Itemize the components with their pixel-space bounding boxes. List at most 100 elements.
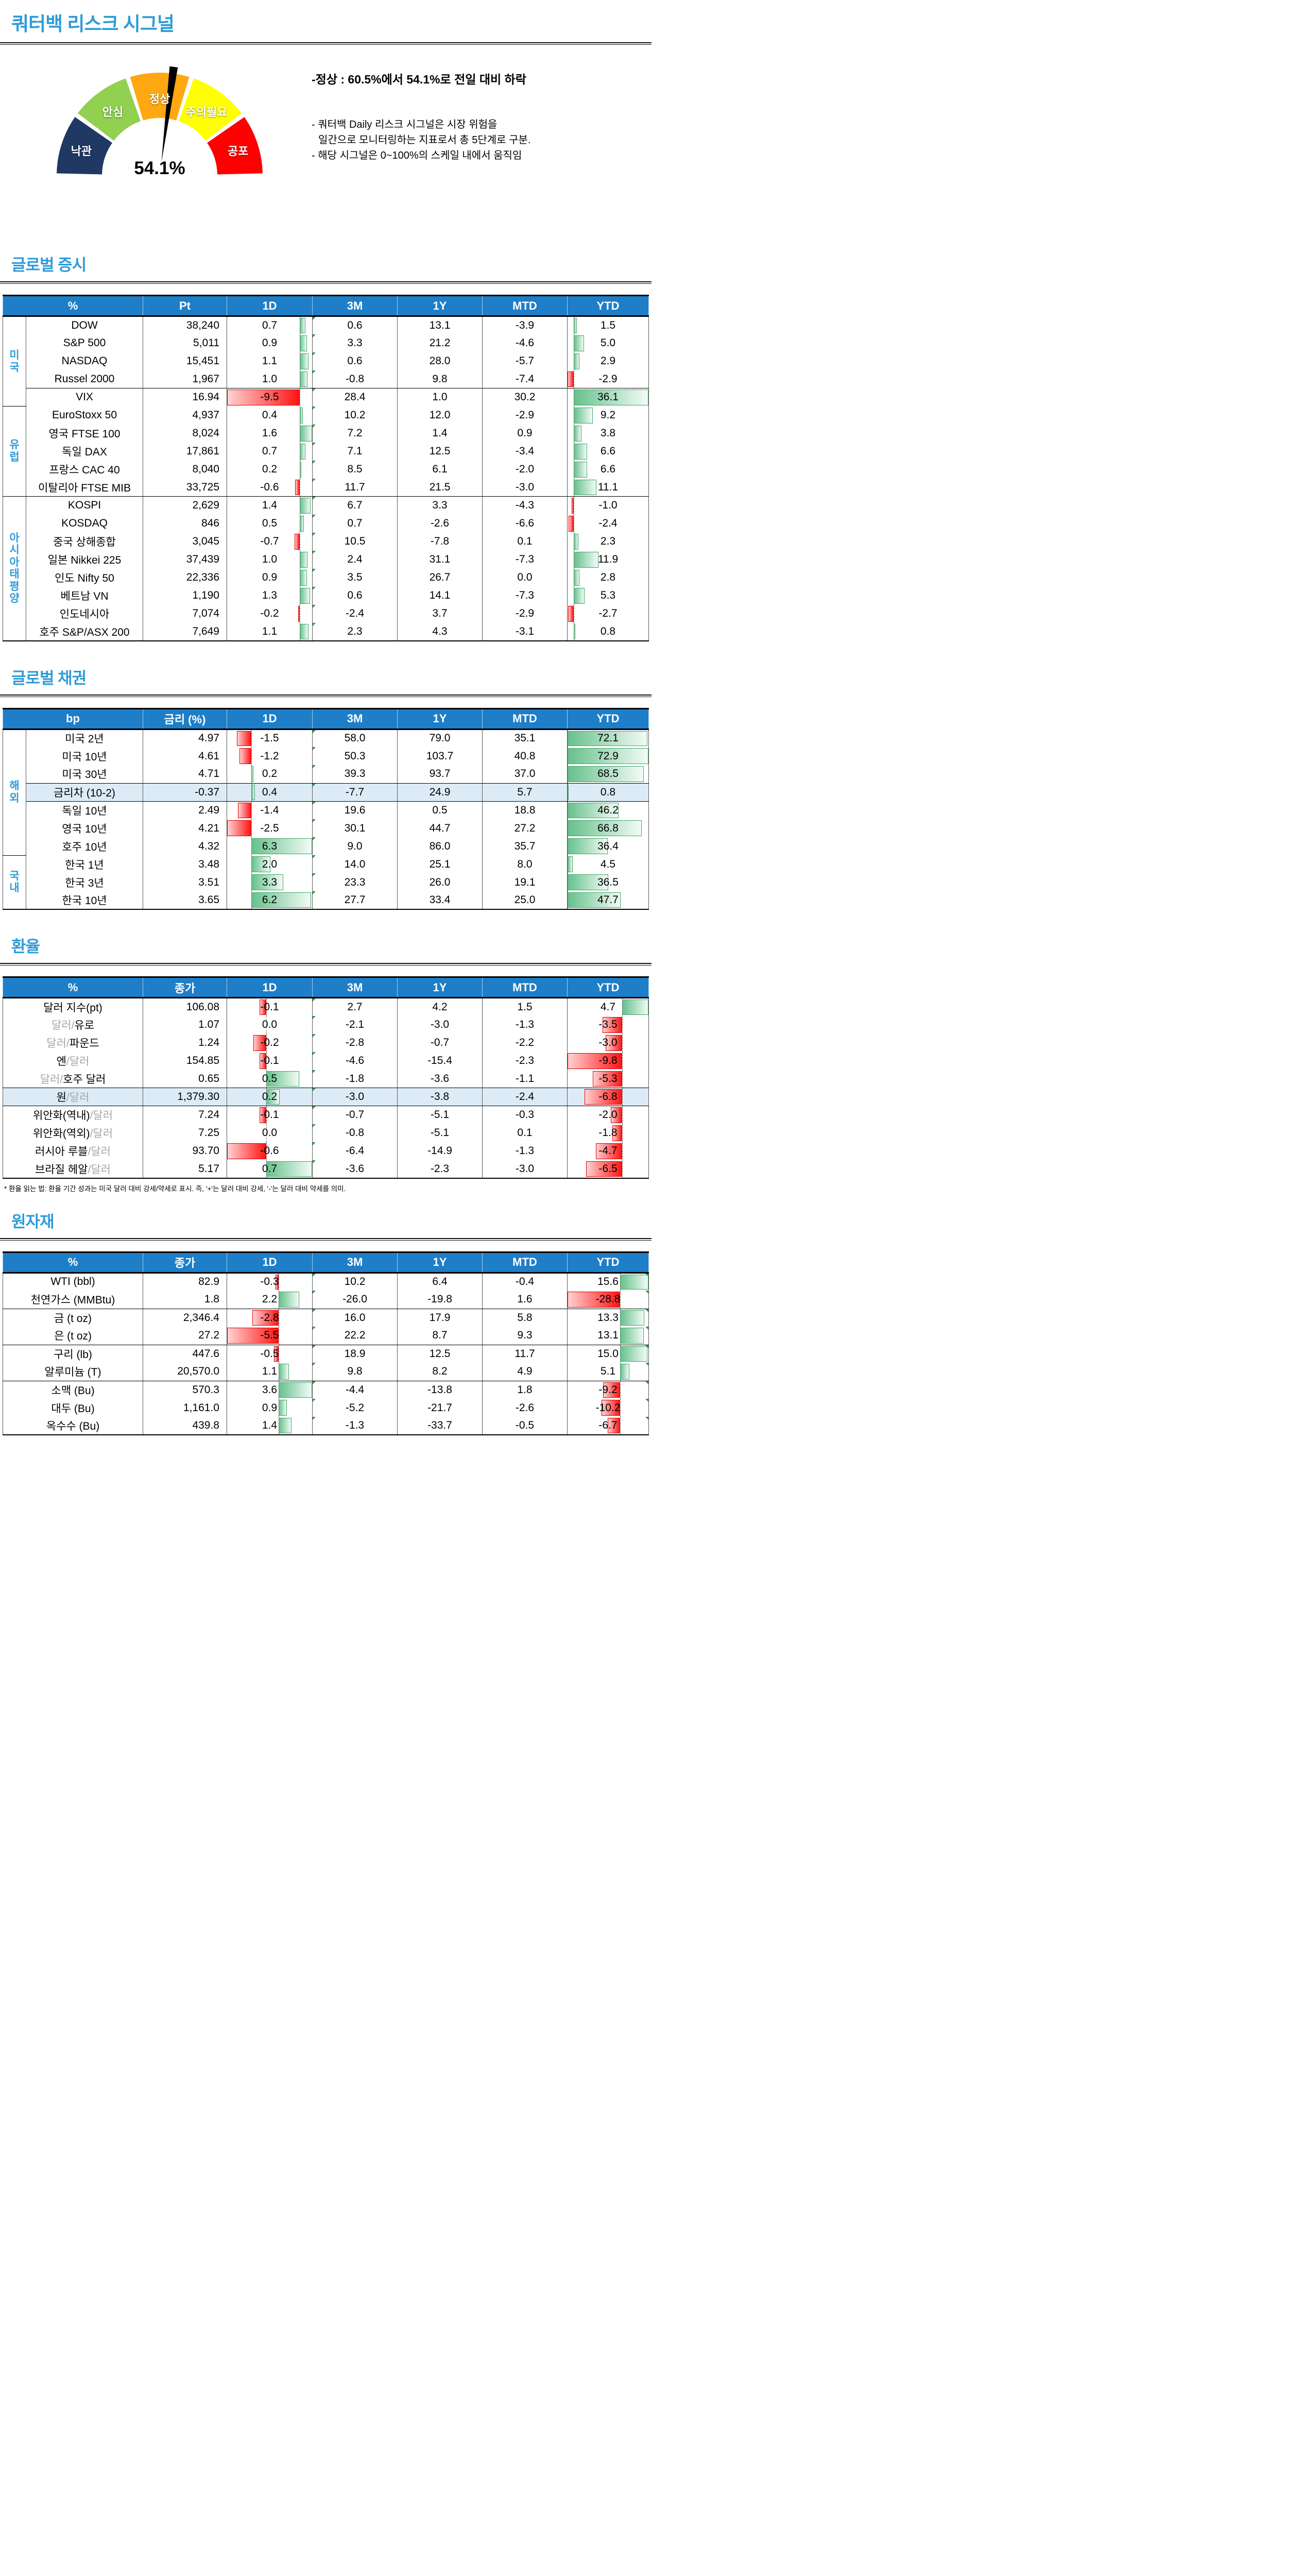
group-label-char: 시 [9, 544, 20, 556]
data-bar [620, 1346, 647, 1362]
signal-note-line: 일간으로 모니터링하는 지표로서 총 5단계로 구분. [318, 134, 531, 146]
perf-cell-3m: -6.4 [312, 1142, 398, 1160]
perf-value: 1.0 [262, 372, 278, 385]
perf-cell-ytd: 68.5 [567, 765, 649, 784]
name-part: 달러 지수(pt) [43, 1002, 102, 1014]
perf-value: 14.0 [344, 858, 366, 870]
perf-cell-3m: -26.0 [312, 1291, 398, 1309]
corner-flag-icon [313, 855, 316, 858]
perf-value: -2.0 [598, 1109, 618, 1121]
perf-value: -6.5 [598, 1162, 618, 1175]
perf-value: 4.5 [600, 858, 616, 870]
perf-value: 0.7 [262, 1162, 278, 1175]
perf-value: -2.0 [515, 463, 535, 475]
perf-cell-3m: 9.0 [312, 837, 398, 855]
close-value: 3.51 [143, 873, 227, 891]
perf-value: -3.0 [598, 1037, 618, 1048]
perf-cell-1y: -0.7 [397, 1033, 483, 1052]
perf-cell-1d: 1.1 [227, 622, 313, 641]
close-value: 447.6 [143, 1345, 227, 1363]
instrument-name: 미국 30년 [26, 765, 143, 784]
close-value: 16.94 [143, 388, 227, 406]
perf-cell-mtd: -2.9 [482, 604, 568, 623]
signal-note-line: - 쿼터백 Daily 리스크 시그널은 시장 위험을 [312, 119, 498, 130]
perf-cell-3m: 14.0 [312, 855, 398, 873]
name-part: 달러/ [46, 1038, 70, 1049]
perf-cell-mtd: -3.4 [482, 442, 568, 461]
perf-value: 8.2 [432, 1365, 448, 1378]
perf-cell-3m: 2.7 [312, 997, 398, 1016]
perf-value: 16.0 [344, 1311, 366, 1324]
perf-value: -7.3 [515, 553, 535, 565]
perf-cell-3m: 7.2 [312, 424, 398, 443]
instrument-name: EuroStoxx 50 [26, 406, 143, 425]
perf-value: 0.9 [262, 337, 278, 349]
perf-value: -0.1 [260, 1055, 279, 1066]
perf-value: -3.0 [515, 481, 535, 493]
perf-cell-1y: 6.1 [397, 460, 483, 479]
perf-cell-mtd: 5.7 [482, 783, 568, 802]
perf-value: 25.0 [514, 894, 536, 906]
corner-flag-icon [313, 1088, 316, 1091]
close-value: 4.97 [143, 729, 227, 747]
bar-axis [266, 1088, 267, 1106]
header-row: % 종가 1D 3M 1Y MTD YTD [3, 1251, 649, 1274]
corner-flag-icon [645, 1309, 648, 1312]
perf-cell-1y: -14.9 [397, 1142, 483, 1160]
corner-flag-icon [313, 1363, 316, 1366]
perf-value: 0.5 [262, 1072, 278, 1084]
perf-cell-3m: -4.6 [312, 1052, 398, 1070]
corner-flag-icon [313, 568, 316, 572]
perf-cell-1y: 28.0 [397, 352, 483, 370]
perf-cell-1y: 3.7 [397, 604, 483, 623]
column-header-1y: 1Y [397, 976, 483, 998]
perf-cell-3m: 0.6 [312, 316, 398, 334]
signal-headline: -정상 : 60.5%에서 54.1%로 전일 대비 하락 [312, 73, 526, 86]
gauge-needle [161, 66, 178, 163]
perf-cell-1y: 3.3 [397, 496, 483, 515]
table-row: 미국 30년 4.71 0.2 39.3 93.7 37.0 68.5 [3, 765, 649, 784]
column-header-3m: 3M [312, 1251, 398, 1274]
perf-cell-mtd: -2.9 [482, 406, 568, 425]
perf-cell-1d: 2.2 [227, 1291, 313, 1309]
perf-value: -6.8 [598, 1091, 618, 1103]
perf-value: 4.2 [432, 1001, 448, 1013]
perf-cell-1d: 6.2 [227, 891, 313, 909]
perf-value: 1.1 [262, 625, 278, 637]
page-title: 쿼터백 리스크 시그널 [11, 13, 175, 35]
column-header-1d: 1D [227, 976, 313, 998]
perf-value: 8.5 [347, 463, 363, 475]
perf-value: -26.0 [342, 1293, 367, 1306]
gauge-segment [179, 78, 242, 141]
perf-cell-1d: 0.5 [227, 514, 313, 533]
perf-cell-ytd: -9.8 [567, 1052, 649, 1070]
table-row: 국 내 한국 1년 3.48 2.0 14.0 25.1 8.0 4.5 [3, 855, 649, 910]
perf-value: 1.5 [600, 319, 616, 331]
instrument-name: 미국 2년 [26, 729, 143, 747]
bar-axis [622, 1033, 623, 1052]
data-bar [300, 515, 304, 532]
perf-cell-1d: 0.4 [227, 783, 313, 802]
group-label-char: 아 [9, 532, 20, 544]
perf-value: 10.2 [344, 409, 366, 421]
table-row: 은 (t oz) 27.2 -5.5 22.2 8.7 9.3 13.1 [3, 1327, 649, 1345]
table-row: 소맥 (Bu) 570.3 3.6 -4.4 -13.8 1.8 -9.2 [3, 1381, 649, 1399]
group-label-char: 양 [9, 592, 20, 605]
close-value: 1.07 [143, 1015, 227, 1034]
perf-cell-1y: -2.3 [397, 1160, 483, 1178]
perf-cell-mtd: 35.7 [482, 837, 568, 855]
corner-flag-icon [645, 1291, 648, 1294]
perf-value: 2.7 [347, 1001, 363, 1013]
section-rule [0, 281, 652, 284]
table-row: 위안화(역외)/달러 7.25 0.0 -0.8 -5.1 0.1 -1.8 [3, 1124, 649, 1142]
perf-value: 0.8 [600, 625, 616, 637]
data-bar [568, 371, 574, 387]
instrument-name: DOW [26, 316, 143, 334]
close-value: 1,161.0 [143, 1399, 227, 1417]
perf-value: 3.7 [432, 607, 448, 619]
bar-axis [251, 801, 252, 819]
bar-axis [251, 873, 252, 891]
corner-flag-icon [313, 1309, 316, 1312]
perf-cell-mtd: 0.1 [482, 1124, 568, 1142]
corner-flag-icon [313, 1273, 316, 1277]
